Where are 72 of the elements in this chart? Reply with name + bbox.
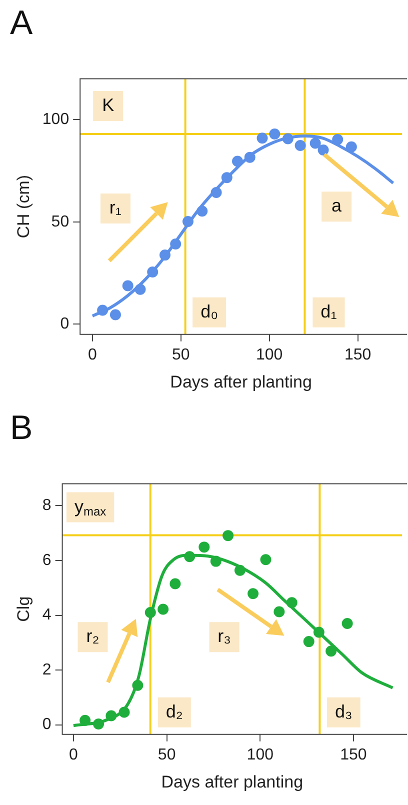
point	[118, 706, 130, 718]
x-axis-title: Days after planting	[161, 772, 304, 792]
y-tick-label: 6	[42, 552, 52, 569]
point	[303, 636, 314, 648]
point	[210, 556, 222, 567]
point	[221, 172, 232, 184]
point	[294, 140, 306, 151]
point	[170, 238, 182, 250]
point	[93, 718, 104, 730]
point	[97, 304, 108, 316]
x-axis-title: Days after planting	[170, 372, 312, 392]
point	[248, 588, 259, 600]
point	[318, 144, 329, 156]
y-tick-label: 0	[42, 716, 52, 734]
point	[132, 680, 144, 691]
point	[122, 280, 134, 292]
ref-line-label: d₃	[335, 701, 352, 722]
point	[286, 597, 298, 608]
point	[210, 186, 222, 198]
ref-line-label: d₂	[166, 701, 183, 722]
y-tick-label: 4	[42, 606, 52, 624]
annotation: a	[332, 196, 343, 216]
x-tick-label: 100	[256, 346, 283, 364]
x-tick-label: 150	[344, 346, 372, 364]
point	[158, 604, 169, 615]
point	[260, 554, 272, 566]
ref-line-label: d₀	[200, 301, 218, 322]
y-tick-label: 100	[42, 111, 70, 128]
ref-line-label: K	[102, 94, 114, 115]
point	[134, 284, 146, 295]
point	[342, 618, 353, 629]
point	[80, 714, 91, 726]
point	[144, 607, 156, 618]
point	[346, 141, 357, 152]
point	[269, 128, 280, 140]
x-tick-label: 100	[246, 746, 274, 764]
point	[326, 646, 337, 657]
y-tick-label: 50	[51, 213, 70, 230]
x-tick-label: 0	[88, 346, 98, 364]
point	[232, 156, 244, 167]
annotation: r₁	[109, 197, 122, 218]
point	[110, 309, 121, 320]
point	[313, 626, 324, 638]
point	[196, 206, 208, 217]
point	[106, 710, 117, 722]
y-axis-title: CH (cm)	[14, 174, 33, 238]
point	[310, 138, 321, 149]
ref-line-label: d₁	[320, 301, 337, 322]
x-tick-label: 50	[158, 746, 176, 764]
y-tick-label: 0	[60, 316, 70, 333]
y-axis-title: Clg	[14, 596, 33, 622]
annotation: r₃	[218, 626, 231, 646]
y-tick-label: 8	[42, 497, 52, 514]
point	[198, 542, 210, 553]
point	[282, 133, 294, 144]
chart-title: A	[10, 4, 33, 42]
annotation: r₂	[86, 626, 100, 646]
point	[244, 152, 256, 163]
point	[274, 606, 285, 618]
y-tick-label: 2	[42, 661, 52, 678]
point	[170, 578, 181, 590]
point	[234, 564, 246, 576]
point	[159, 250, 170, 261]
x-tick-label: 150	[340, 746, 367, 764]
point	[256, 132, 268, 144]
point	[147, 266, 158, 278]
point	[332, 134, 344, 146]
point	[182, 216, 194, 228]
point	[222, 530, 234, 542]
x-tick-label: 50	[172, 346, 190, 364]
chart-title: B	[10, 408, 33, 447]
point	[184, 551, 196, 562]
